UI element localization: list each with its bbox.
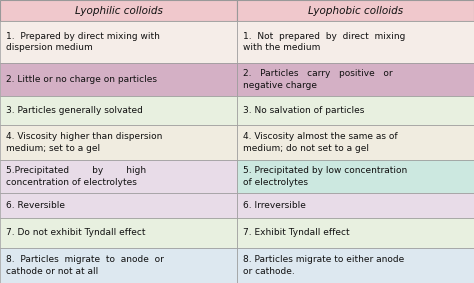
Text: 6. Reversible: 6. Reversible [6, 201, 64, 210]
Text: 5. Precipitated by low concentration
of electrolytes: 5. Precipitated by low concentration of … [243, 166, 407, 187]
Text: 2.   Particles   carry   positive   or
negative charge: 2. Particles carry positive or negative … [243, 69, 392, 90]
Bar [237, 21, 474, 63]
Text: 4. Viscosity almost the same as of
medium; do not set to a gel: 4. Viscosity almost the same as of mediu… [243, 132, 397, 153]
Text: 1.  Prepared by direct mixing with
dispersion medium: 1. Prepared by direct mixing with disper… [6, 32, 160, 52]
Bar [0, 193, 237, 218]
Text: 3. Particles generally solvated: 3. Particles generally solvated [6, 106, 143, 115]
Bar [237, 63, 474, 96]
Bar [0, 63, 237, 96]
Bar [0, 160, 237, 193]
Bar [0, 21, 237, 63]
Text: Lyophilic colloids: Lyophilic colloids [74, 6, 163, 16]
Text: 2. Little or no charge on particles: 2. Little or no charge on particles [6, 75, 157, 84]
Bar [237, 125, 474, 160]
Text: 4. Viscosity higher than dispersion
medium; set to a gel: 4. Viscosity higher than dispersion medi… [6, 132, 162, 153]
Bar [237, 96, 474, 125]
Text: 1.  Not  prepared  by  direct  mixing
with the medium: 1. Not prepared by direct mixing with th… [243, 32, 405, 52]
Bar [237, 218, 474, 248]
Text: 7. Do not exhibit Tyndall effect: 7. Do not exhibit Tyndall effect [6, 228, 145, 237]
Text: 3. No salvation of particles: 3. No salvation of particles [243, 106, 364, 115]
Text: 8. Particles migrate to either anode
or cathode.: 8. Particles migrate to either anode or … [243, 255, 404, 276]
Text: Lyophobic colloids: Lyophobic colloids [308, 6, 403, 16]
Text: 7. Exhibit Tyndall effect: 7. Exhibit Tyndall effect [243, 228, 349, 237]
Bar [237, 248, 474, 283]
Bar [237, 193, 474, 218]
Text: 5.Precipitated        by        high
concentration of electrolytes: 5.Precipitated by high concentration of … [6, 166, 146, 187]
Bar [237, 160, 474, 193]
Bar [237, 0, 474, 21]
Bar [0, 248, 237, 283]
Bar [0, 96, 237, 125]
Text: 6. Irreversible: 6. Irreversible [243, 201, 306, 210]
Bar [0, 0, 237, 21]
Bar [0, 125, 237, 160]
Text: 8.  Particles  migrate  to  anode  or
cathode or not at all: 8. Particles migrate to anode or cathode… [6, 255, 164, 276]
Bar [0, 218, 237, 248]
